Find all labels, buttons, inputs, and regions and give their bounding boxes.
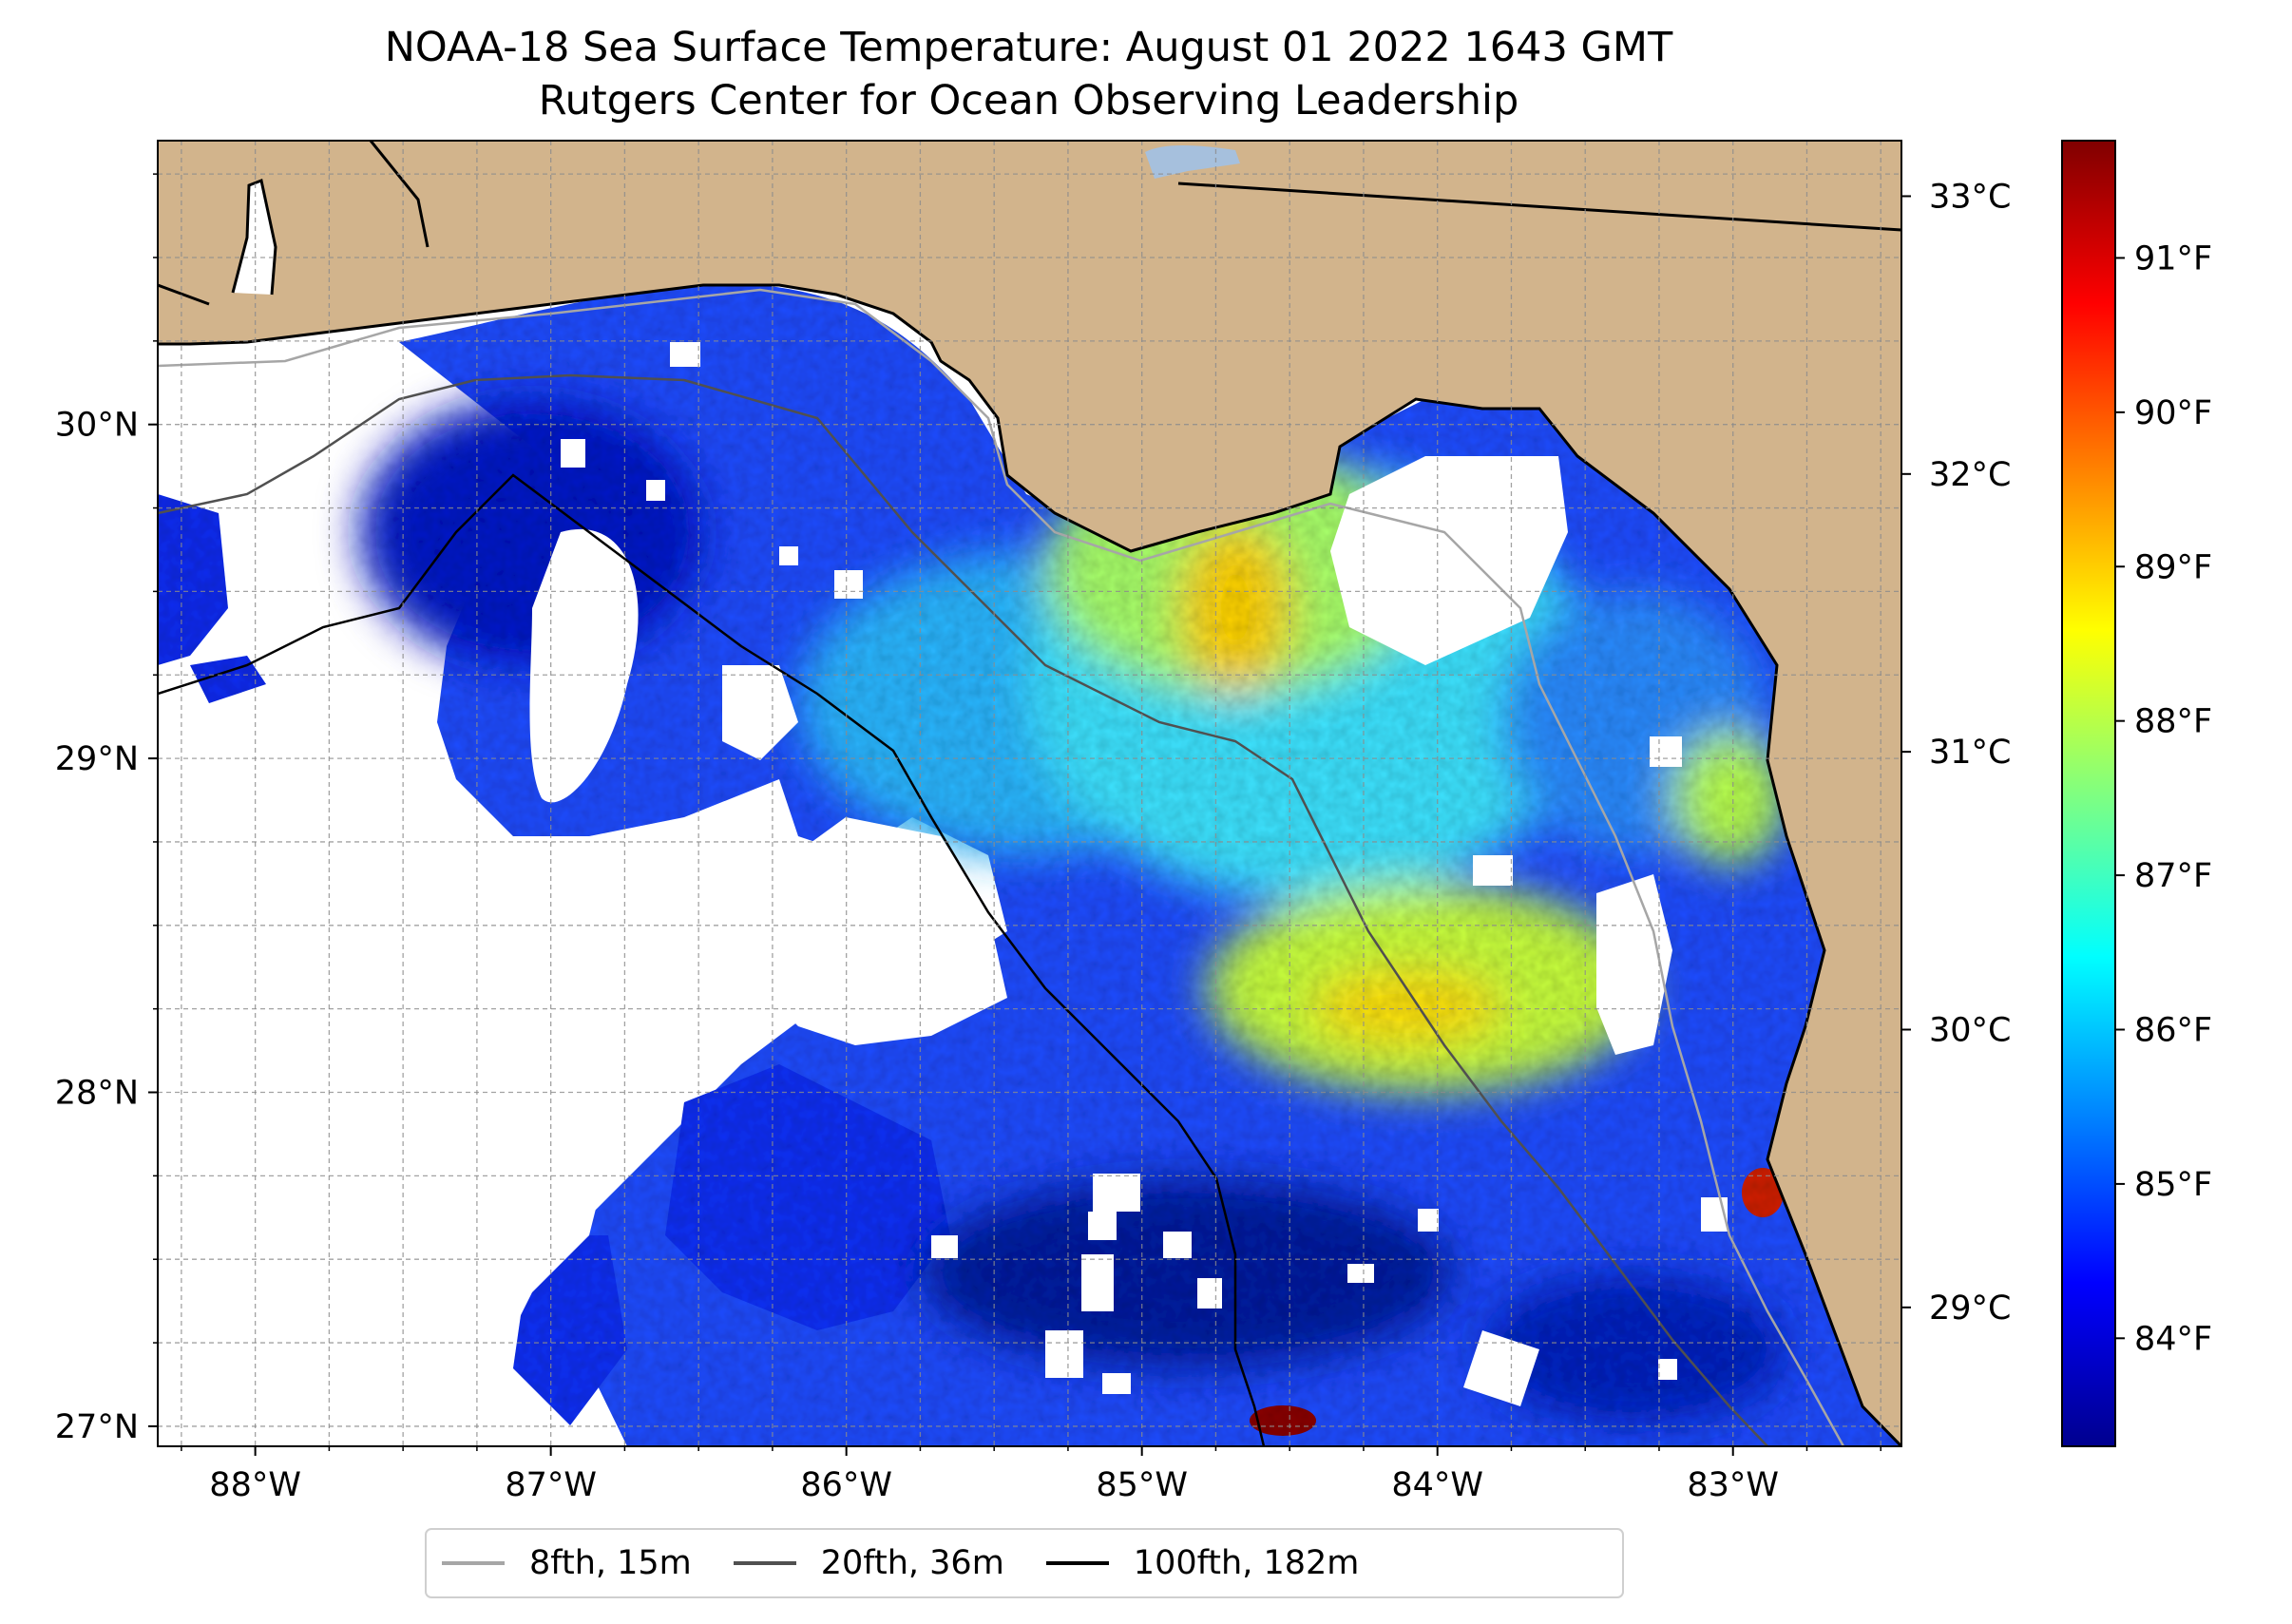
cloud-mask xyxy=(158,285,1728,1446)
lon-tick-label: 88°W xyxy=(209,1466,301,1504)
fahrenheit-tick-label: 87°F xyxy=(2134,857,2212,895)
coastline xyxy=(158,283,1901,1446)
land-mass xyxy=(158,141,1901,1446)
legend-item-20fth: 20fth, 36m xyxy=(733,1544,1004,1582)
legend-line-100fth xyxy=(1045,1561,1109,1565)
sst-south-patches xyxy=(513,1064,950,1425)
celsius-tick-label: 33°C xyxy=(1929,178,2011,216)
sst-hot-bay xyxy=(1742,1168,1784,1217)
chart-subtitle: Rutgers Center for Ocean Observing Leade… xyxy=(538,77,1519,124)
legend-label-100fth: 100fth, 182m xyxy=(1133,1544,1360,1582)
lat-tick-label: 28°N xyxy=(55,1075,139,1113)
fahrenheit-tick-label: 85°F xyxy=(2134,1166,2212,1204)
legend-label-20fth: 20fth, 36m xyxy=(820,1544,1004,1582)
fahrenheit-tick-label: 89°F xyxy=(2134,548,2212,586)
isobath-100fth xyxy=(158,473,1266,1446)
colorbar-fahrenheit-axis: 84°F 85°F 86°F 87°F 88°F 89°F 90°F 91°F xyxy=(2115,239,2212,1358)
fahrenheit-tick-label: 88°F xyxy=(2134,703,2212,741)
isobath-legend: 8fth, 15m 20fth, 36m 100fth, 182m xyxy=(425,1528,1624,1598)
lon-tick-label: 87°W xyxy=(505,1466,597,1504)
sst-hotspot-north xyxy=(1178,523,1292,694)
lon-tick-label: 85°W xyxy=(1096,1466,1188,1504)
legend-label-8fth: 8fth, 15m xyxy=(529,1544,692,1582)
colorbar xyxy=(2061,140,2116,1447)
sst-hotspot-shelf xyxy=(1311,969,1501,1045)
legend-line-20fth xyxy=(733,1561,796,1565)
celsius-tick-label: 31°C xyxy=(1929,734,2011,772)
gridlines xyxy=(158,141,1901,1446)
coastline-mobile-bay xyxy=(231,178,277,296)
legend-line-8fth xyxy=(442,1561,505,1565)
legend-item-100fth: 100fth, 182m xyxy=(1045,1544,1360,1582)
isobath-20fth xyxy=(158,373,1768,1446)
sst-hot-south xyxy=(1250,1405,1316,1436)
map-frame xyxy=(157,140,1902,1447)
sst-coastal-warm xyxy=(1672,732,1786,865)
sst-southeast-cool xyxy=(1482,1273,1786,1425)
lat-tick-label: 30°N xyxy=(55,407,139,445)
celsius-tick-label: 30°C xyxy=(1929,1011,2011,1049)
lon-tick-label: 83°W xyxy=(1687,1466,1779,1504)
mobile-bay xyxy=(233,181,276,295)
lat-tick-label: 29°N xyxy=(55,740,139,778)
fahrenheit-tick-label: 86°F xyxy=(2134,1011,2212,1049)
fahrenheit-tick-label: 90°F xyxy=(2134,394,2212,432)
latitude-axis: 30°N 29°N 28°N 27°N xyxy=(55,173,158,1446)
legend-item-8fth: 8fth, 15m xyxy=(442,1544,692,1582)
fahrenheit-tick-label: 84°F xyxy=(2134,1320,2212,1358)
sst-south-cool xyxy=(922,1178,1454,1368)
lat-tick-label: 27°N xyxy=(55,1408,139,1446)
celsius-tick-label: 32°C xyxy=(1929,456,2011,494)
state-border xyxy=(158,141,1901,306)
longitude-axis: 88°W 87°W 86°W 85°W 84°W 83°W xyxy=(181,1446,1881,1504)
lon-tick-label: 86°W xyxy=(800,1466,892,1504)
celsius-tick-label: 29°C xyxy=(1929,1290,2011,1328)
lon-tick-label: 84°W xyxy=(1391,1466,1483,1504)
colorbar-celsius-axis: 29°C 30°C 31°C 32°C 33°C xyxy=(1901,178,2011,1328)
fahrenheit-tick-label: 91°F xyxy=(2134,239,2212,277)
chart-title: NOAA-18 Sea Surface Temperature: August … xyxy=(384,24,1673,71)
